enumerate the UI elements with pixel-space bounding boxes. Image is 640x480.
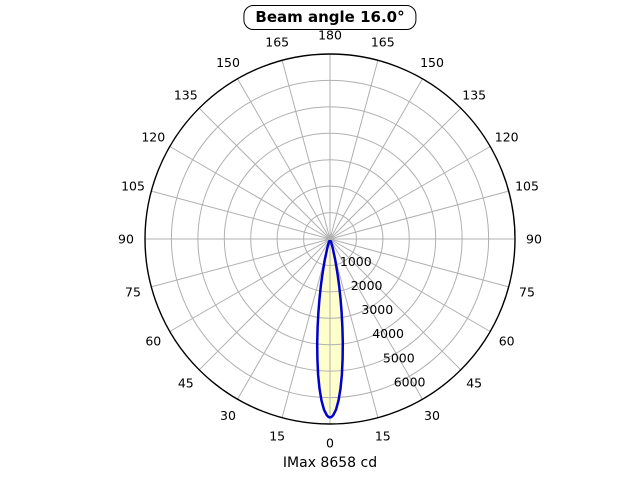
polar-spoke (151, 238, 331, 288)
polar-outline-circle (144, 53, 516, 425)
polar-spoke (169, 238, 331, 332)
angle-tick-label: 90 (118, 232, 134, 247)
angle-tick-label: 180 (318, 28, 342, 43)
angle-tick-label: 105 (515, 179, 539, 194)
polar-grid-ring (250, 159, 410, 319)
angle-tick-label: 165 (265, 35, 289, 50)
polar-spoke (329, 146, 491, 240)
angle-tick-label: 45 (466, 376, 482, 391)
angle-tick-label: 150 (216, 55, 240, 70)
polar-grid-ring (303, 212, 357, 266)
angle-tick-label: 135 (174, 87, 198, 102)
angle-tick-label: 75 (125, 284, 141, 299)
angle-tick-label: 135 (462, 87, 486, 102)
angle-tick-label: 90 (526, 232, 542, 247)
angle-tick-label: 150 (420, 55, 444, 70)
radial-tick-label: 1000 (340, 254, 372, 269)
polar-spoke (329, 238, 423, 400)
chart-title-box: Beam angle 16.0° (243, 5, 417, 30)
radial-tick-label: 4000 (372, 326, 404, 341)
radial-tick-label: 2000 (351, 278, 383, 293)
polar-spoke (198, 107, 331, 240)
angle-tick-label: 60 (145, 334, 161, 349)
polar-spoke (237, 238, 331, 400)
angle-tick-label: 45 (178, 376, 194, 391)
angle-tick-label: 15 (375, 429, 391, 444)
angle-tick-label: 15 (269, 429, 285, 444)
angle-tick-label: 30 (424, 408, 440, 423)
polar-spoke (198, 238, 331, 371)
angle-tick-label: 60 (499, 334, 515, 349)
angle-tick-label: 120 (495, 130, 519, 145)
polar-spoke (329, 238, 379, 418)
polar-spoke (281, 60, 331, 240)
polar-spoke (329, 78, 423, 240)
radial-tick-label: 6000 (394, 375, 426, 390)
polar-spoke (151, 190, 331, 240)
polar-grid-ring (197, 106, 463, 372)
chart-title: Beam angle 16.0° (255, 8, 405, 26)
polar-spoke (237, 78, 331, 240)
polar-spoke (281, 238, 331, 418)
polar-spoke (329, 238, 491, 332)
angle-tick-label: 165 (371, 35, 395, 50)
angle-tick-label: 120 (141, 130, 165, 145)
polar-spoke (329, 60, 379, 240)
polar-grid-ring (276, 185, 384, 293)
imax-label: IMax 8658 cd (282, 455, 378, 471)
radial-tick-label: 5000 (383, 350, 415, 365)
radial-tick-label: 3000 (361, 302, 393, 317)
polar-grid-ring (170, 79, 490, 399)
polar-spoke (329, 238, 462, 371)
angle-tick-label: 75 (519, 284, 535, 299)
angle-tick-label: 0 (326, 436, 334, 451)
angle-tick-label: 30 (220, 408, 236, 423)
polar-spoke (169, 146, 331, 240)
polar-spoke (329, 190, 509, 240)
polar-spoke (329, 238, 509, 288)
polar-spoke (329, 107, 462, 240)
angle-tick-label: 105 (121, 179, 145, 194)
beam-lobe-curve (315, 239, 345, 419)
polar-grid-ring (223, 132, 437, 346)
